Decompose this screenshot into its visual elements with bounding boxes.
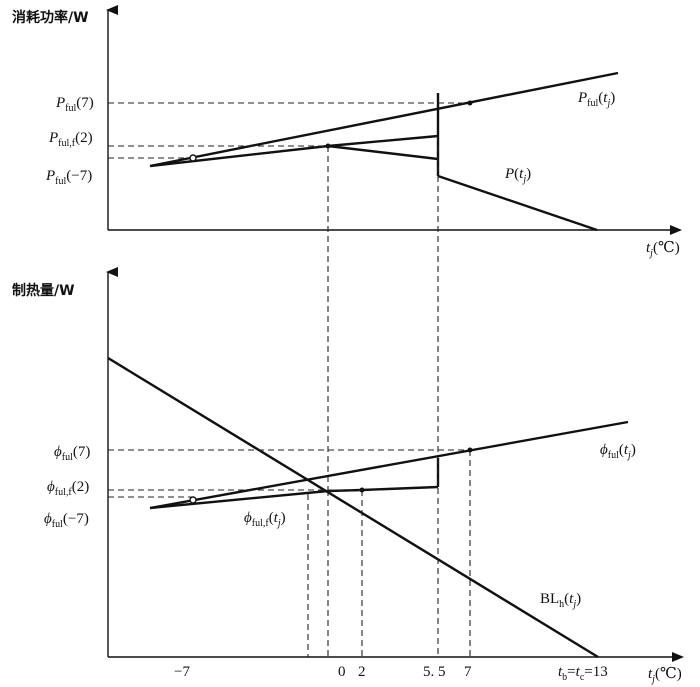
bottom-y-title: 制热量/W (12, 282, 75, 299)
label-curve-bl: BLh(tj) (540, 591, 581, 610)
point-phim7 (189, 496, 197, 504)
phifulf-curve (149, 485, 439, 510)
p-lower-curve (437, 174, 598, 232)
tick-tb-tc-13: tb=tc=13 (558, 664, 608, 683)
point-phi2 (359, 487, 365, 493)
p-defrost-segment (327, 144, 439, 161)
point-p2 (325, 143, 331, 149)
bottom-panel: 制热量/W ϕful(7) ϕful,f(2) ϕful(−7) ϕful(tj… (12, 267, 684, 685)
label-phiful-7: ϕful(7) (54, 444, 90, 463)
top-x-axis-label: tj(℃) (646, 240, 680, 259)
label-curve-phiful: ϕful(tj) (600, 442, 636, 461)
pful-curve (149, 71, 619, 168)
tick-m7: −7 (174, 664, 190, 680)
label-phifulf-2: ϕful,f(2) (47, 479, 89, 498)
point-pm7 (189, 154, 197, 162)
tick-7: 7 (464, 664, 472, 680)
top-panel: 消耗功率/W Pful(7) Pful,f(2) Pful(−7) Pful(t… (12, 5, 682, 490)
label-pful-m7: Pful(−7) (45, 168, 92, 187)
label-phiful-m7: ϕful(−7) (44, 511, 89, 530)
point-phi7 (467, 447, 473, 453)
phiful-curve (149, 420, 629, 510)
label-curve-phifulf: ϕful,f(tj) (244, 510, 286, 529)
top-y-title: 消耗功率/W (12, 9, 89, 26)
tick-2: 2 (358, 664, 366, 680)
label-pfulf-2: Pful,f(2) (48, 130, 93, 149)
tick-0: 0 (338, 664, 346, 680)
bottom-x-axis-label: tj(℃) (648, 666, 682, 685)
tick-5-5: 5. 5 (423, 664, 446, 680)
label-pful-7: Pful(7) (55, 95, 94, 114)
bl-curve (107, 356, 599, 659)
point-p7 (467, 100, 473, 106)
label-curve-p: P(tj) (504, 166, 531, 185)
label-curve-pful: Pful(tj) (577, 90, 615, 109)
